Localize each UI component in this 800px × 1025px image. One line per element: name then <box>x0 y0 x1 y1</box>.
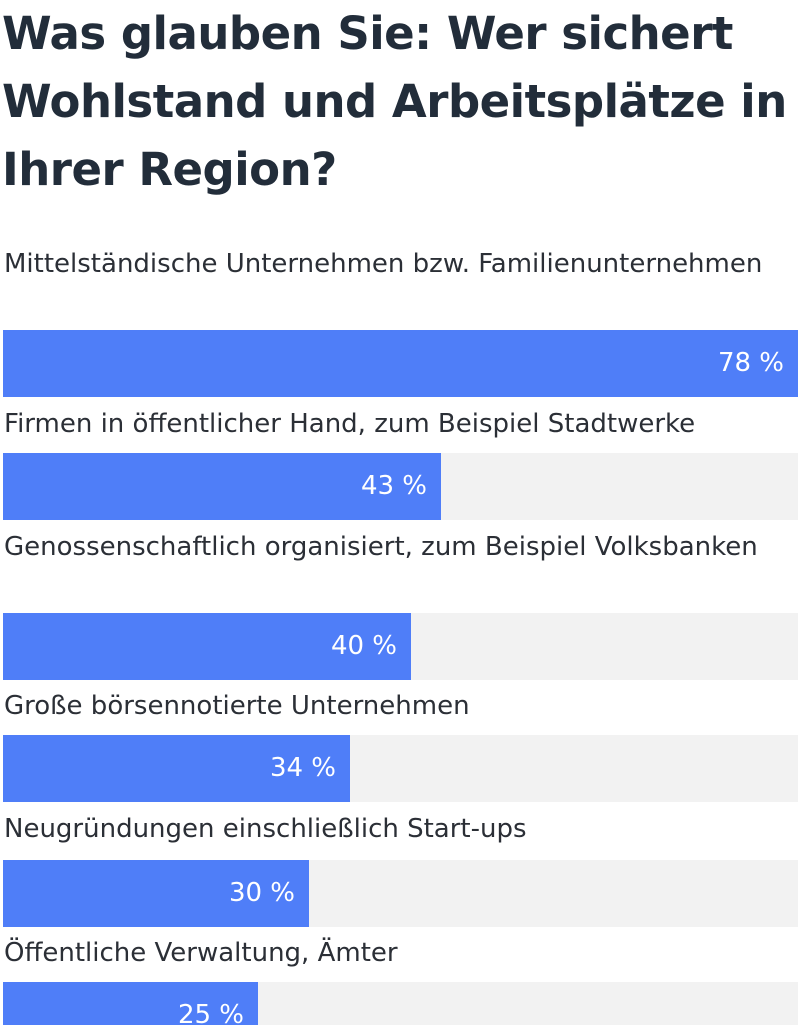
category-label: Öffentliche Verwaltung, Ämter <box>4 938 398 968</box>
bar-track: 34 % <box>3 735 798 802</box>
bar-track: 78 % <box>3 330 798 397</box>
category-label: Genossenschaftlich organisiert, zum Beis… <box>4 532 758 562</box>
bar-value-label: 25 % <box>177 1000 244 1025</box>
category-label: Firmen in öffentlicher Hand, zum Beispie… <box>4 409 696 439</box>
bar: 34 % <box>3 735 350 802</box>
bar: 43 % <box>3 453 441 520</box>
category-label: Neugründungen einschließlich Start-ups <box>4 814 527 844</box>
bar-value-label: 40 % <box>330 631 397 661</box>
category-label: Mittelständische Unternehmen bzw. Famili… <box>4 249 763 279</box>
bar-value-label: 30 % <box>228 878 295 908</box>
category-label: Große börsennotierte Unternehmen <box>4 691 470 721</box>
chart-title: Was glauben Sie: Wer sichert Wohlstand u… <box>2 7 787 196</box>
bar: 78 % <box>3 330 798 397</box>
bar-value-label: 78 % <box>717 348 784 378</box>
bar: 25 % <box>3 982 258 1025</box>
bar-value-label: 43 % <box>360 471 427 501</box>
bar-track: 30 % <box>3 860 798 927</box>
bar-track: 40 % <box>3 613 798 680</box>
bar-track: 25 % <box>3 982 798 1025</box>
bar: 40 % <box>3 613 411 680</box>
bar-track: 43 % <box>3 453 798 520</box>
bar: 30 % <box>3 860 309 927</box>
bar-value-label: 34 % <box>269 753 336 783</box>
